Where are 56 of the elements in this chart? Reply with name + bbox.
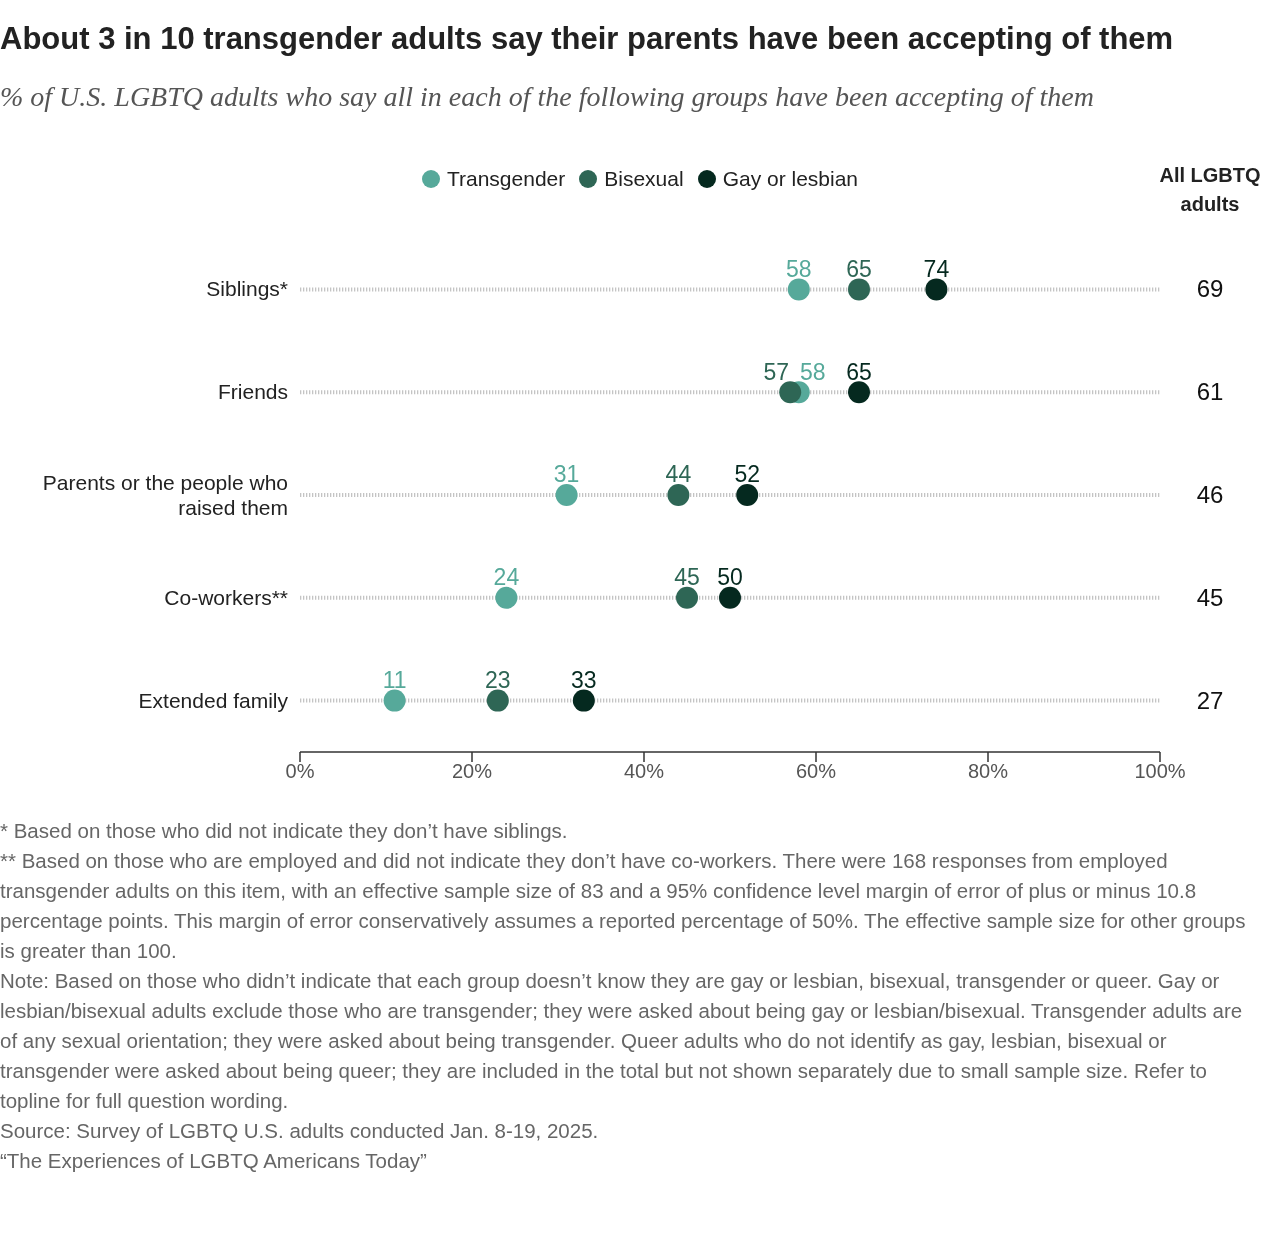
chart-title: About 3 in 10 transgender adults say their parents have been accepting of them [0, 21, 1175, 57]
x-tick-label: 20% [451, 760, 493, 783]
text: ** Based on those who are employed and did not indicate they don’t have co-workers. There were 168 responses from employed transgender adults on this item, with an effective sample size of 83 and a 95% confidence level margin of error of plus or minus 10.8 percentage points. This margin of error conservatively assumes a reported percentage of 50%. The effective sample size for other groups is greater than 100. [0, 848, 1247, 964]
data-label: 46 [1196, 481, 1224, 509]
data-label: 57 [763, 358, 789, 385]
legend-label: Transgender [446, 167, 566, 191]
y-tick-label: Co-workers** [164, 585, 288, 609]
point [848, 381, 870, 404]
data-label: 65 [846, 255, 872, 282]
point [779, 381, 802, 404]
data-label: 74 [923, 255, 950, 282]
x-tick-label: 100% [1134, 760, 1186, 783]
text: * Based on those who did not indicate they don’t have siblings. [0, 818, 569, 844]
data-label: 27 [1196, 686, 1224, 715]
data-label: 45 [674, 564, 700, 591]
y-tick-label: Extended family [138, 688, 289, 712]
y-tick-label: Friends [217, 380, 288, 404]
data-label: 11 [382, 667, 407, 694]
point [787, 278, 810, 301]
y-tick-label: Siblings* [206, 277, 288, 301]
point [572, 689, 595, 712]
y-tick-label: Parents or the people who raised them [42, 470, 288, 519]
data-label: 69 [1196, 275, 1224, 304]
data-label: 50 [717, 564, 743, 591]
legend-label: Bisexual [604, 167, 684, 191]
data-label: 52 [734, 461, 760, 488]
chart-subtitle: % of U.S. LGBTQ adults who say all in each of the following groups have been accepting of them [0, 81, 1095, 113]
point [383, 689, 406, 712]
x-tick-label: 60% [795, 760, 837, 783]
point [736, 484, 759, 506]
point [495, 586, 518, 609]
point [555, 484, 578, 506]
data-label: 58 [800, 358, 826, 385]
text: “The Experiences of LGBTQ Americans Today” [0, 1148, 428, 1174]
data-label: 33 [571, 667, 597, 694]
point [667, 484, 690, 506]
data-label: 45 [1196, 583, 1224, 612]
point [719, 586, 741, 609]
data-label: 24 [493, 564, 520, 591]
data-label: 23 [485, 667, 511, 694]
point [925, 278, 948, 301]
data-label: 44 [665, 461, 692, 488]
point [486, 689, 509, 712]
data-label: 61 [1196, 378, 1224, 407]
text: Note: Based on those who didn’t indicate that each group doesn’t know they are gay or lesbian, bisexual, transgender or queer. Gay or lesbian/bisexual adults exclude those who are transgender; they were asked about being gay or lesbian/bisexual. Transgender adults are of any sexual orientation; they were asked about being transgender. Queer adults who do not identify as gay, lesbian, bisexual or transgender were asked about being queer; they are included in the total but not shown separately due to small sample size. Refer to topline for full question wording. [0, 968, 1244, 1114]
point [848, 278, 870, 301]
legend-label: Gay or lesbian [722, 167, 859, 191]
data-label: 58 [786, 255, 812, 282]
x-tick-label: 80% [967, 760, 1009, 783]
x-tick-label: 0% [285, 760, 315, 783]
data-label: 65 [846, 358, 872, 385]
text: All LGBTQ adults [1158, 163, 1262, 217]
data-label: 31 [553, 461, 580, 488]
point [676, 586, 698, 609]
x-tick-label: 40% [623, 760, 665, 783]
source-note: Source: Survey of LGBTQ U.S. adults conducted Jan. 8-19, 2025. [0, 1118, 600, 1144]
